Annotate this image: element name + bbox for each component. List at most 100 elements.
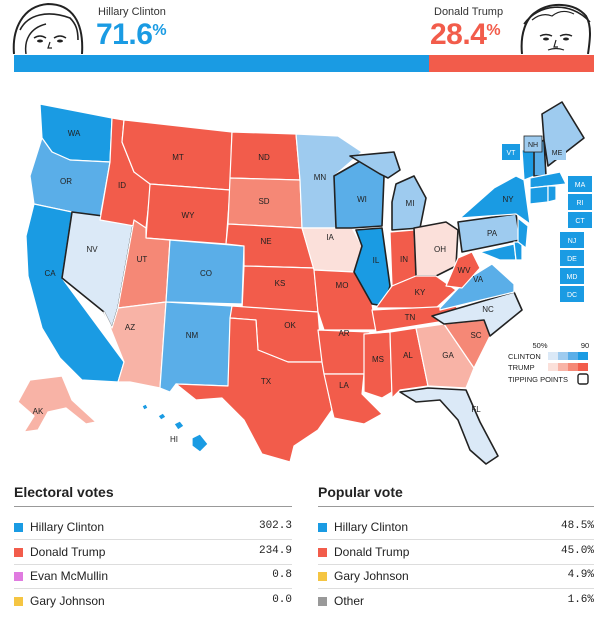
popular-swatch [318,523,327,532]
electoral-votes-title: Electoral votes [14,484,114,500]
state-CT[interactable] [529,185,549,205]
trump-portrait-icon [520,4,591,54]
state-WV[interactable] [445,251,481,289]
label-NC: NC [482,305,494,314]
electoral-row: Hillary Clinton 302.3 [14,516,292,540]
callout-box-MD[interactable] [560,268,584,284]
callout-box-NH[interactable] [523,135,543,153]
us-electoral-map: WA OR CA NV ID MT WY UT AZ CO NM ND SD N… [0,80,600,465]
state-FL[interactable] [399,387,499,465]
popular-row: Other 1.6% [318,590,594,614]
state-GA[interactable] [415,323,475,389]
popular-divider [318,563,594,565]
legend-tipping-swatch [577,373,589,385]
label-ME: ME [552,150,563,157]
label-IL: IL [373,256,380,265]
label-ND: ND [258,153,270,162]
state-HI[interactable] [141,403,209,453]
popular-value: 4.9% [567,569,594,581]
label-NY: NY [502,195,514,204]
popular-name: Donald Trump [334,544,410,559]
legend-tipping-label: TIPPING POINTS [508,375,568,384]
map-legend: 50% 90 CLINTON TRUMP TIPPING POINTS [508,341,589,385]
electoral-title-rule [14,506,292,507]
clinton-probability-bar [14,55,429,72]
label-DE: DE [567,256,577,263]
trump-win-pct: 28.4% [430,18,501,51]
popular-value: 1.6% [567,593,594,606]
electoral-row: Evan McMullin 0.8 [14,565,292,589]
popular-name: Gary Johnson [334,569,409,583]
callout-box-MA[interactable] [568,176,592,192]
state-AK[interactable] [17,375,97,433]
popular-title-rule [318,506,594,507]
popular-name: Hillary Clinton [334,520,409,534]
state-NM[interactable] [159,301,233,393]
label-MN: MN [314,173,327,182]
popular-divider [318,588,594,589]
electoral-name: Evan McMullin [30,569,109,583]
label-WA: WA [68,129,81,138]
label-HI: HI [170,435,178,444]
label-NJ: NJ [568,238,577,245]
electoral-swatch [14,523,23,532]
legend-clinton-scale [548,352,588,360]
label-MS: MS [372,355,384,364]
forecast-header: Hillary Clinton 71.6% Donald Trump 28.4% [0,0,600,75]
callout-box-VT[interactable] [502,144,520,160]
state-VT[interactable] [521,147,535,181]
electoral-value: 0.8 [272,569,292,581]
label-IN: IN [400,255,408,264]
label-CA: CA [44,269,56,278]
state-MA[interactable] [529,171,567,189]
label-OR: OR [60,177,72,186]
callout-box-DC[interactable] [560,286,584,302]
label-VT: VT [507,150,517,157]
label-OK: OK [284,321,296,330]
callout-box-RI[interactable] [568,194,592,210]
electoral-value: 234.9 [258,544,292,557]
electoral-divider [14,588,292,589]
clinton-win-pct: 71.6% [96,18,167,51]
state-RI[interactable] [547,185,557,203]
electoral-row: Donald Trump 234.9 [14,541,292,565]
legend-clinton-label: CLINTON [508,352,541,361]
label-FL: FL [471,405,481,414]
label-GA: GA [442,351,454,360]
popular-row: Donald Trump 45.0% [318,541,594,565]
label-NV: NV [86,245,98,254]
label-UT: UT [137,255,148,264]
trump-probability-bar [429,55,594,72]
state-AL[interactable] [389,327,429,399]
legend-scale-low: 50% [532,341,547,350]
legend-trump-scale [548,363,588,371]
electoral-value: 0.0 [272,593,292,606]
label-RI: RI [577,200,584,207]
state-TX[interactable] [175,317,333,463]
callout-box-DE[interactable] [560,250,584,266]
label-VA: VA [473,275,484,284]
label-ID: ID [118,181,126,190]
popular-vote-title: Popular vote [318,484,403,500]
label-MT: MT [172,153,184,162]
label-LA: LA [339,381,349,390]
callout-box-ME[interactable] [548,144,566,160]
label-MD: MD [567,274,578,281]
label-MI: MI [406,199,415,208]
label-KY: KY [415,288,426,297]
popular-swatch [318,572,327,581]
state-MS[interactable] [363,331,393,399]
clinton-name: Hillary Clinton [98,6,166,18]
state-KS[interactable] [241,265,319,313]
label-CO: CO [200,269,212,278]
electoral-value: 302.3 [258,520,292,532]
label-TX: TX [261,377,272,386]
label-NE: NE [260,237,271,246]
state-NJ[interactable] [517,217,529,249]
callout-box-CT[interactable] [568,212,592,228]
callout-box-NJ[interactable] [560,232,584,248]
electoral-row: Gary Johnson 0.0 [14,590,292,614]
popular-row: Hillary Clinton 48.5% [318,516,594,540]
electoral-name: Hillary Clinton [30,520,105,534]
electoral-swatch [14,572,23,581]
